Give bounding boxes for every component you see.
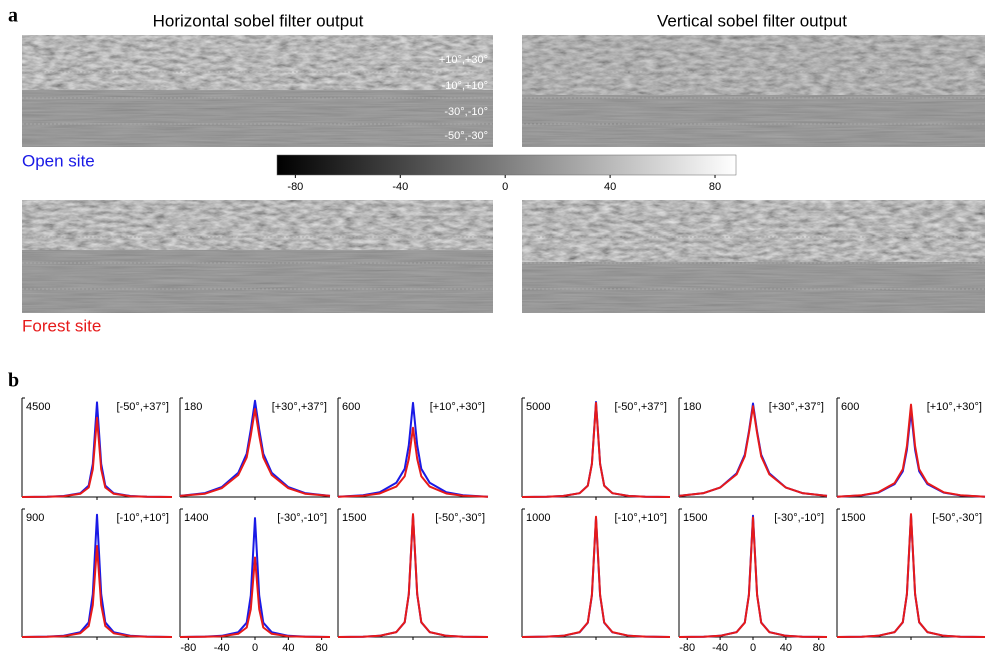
chart-title: [-50°,+37°] xyxy=(614,401,667,413)
colorbar-tick-label: 80 xyxy=(709,181,721,193)
x-tick-label: -40 xyxy=(214,642,230,654)
chart-title: [+30°,+37°] xyxy=(272,401,327,413)
histogram-line xyxy=(179,408,331,497)
image-bottom-right xyxy=(522,200,985,313)
histogram-line xyxy=(678,405,828,497)
x-tick-label: 0 xyxy=(252,642,258,654)
y-tick-label: 1500 xyxy=(342,512,366,524)
image-bottom-left xyxy=(22,200,493,313)
histogram-line xyxy=(521,401,671,498)
image-title: Vertical sobel filter output xyxy=(657,11,847,30)
histogram-line xyxy=(337,513,489,638)
histogram-line xyxy=(21,545,173,638)
y-tick-label: 1400 xyxy=(184,512,208,524)
x-tick-label: 80 xyxy=(316,642,328,654)
y-tick-label: 1500 xyxy=(683,512,707,524)
chart-title: [-30°,-10°] xyxy=(774,512,824,524)
y-tick-label: 180 xyxy=(683,401,701,413)
image-top-right xyxy=(522,35,985,147)
band-label: -30°,-10° xyxy=(444,106,488,118)
site-label: Open site xyxy=(22,151,95,170)
histogram-line xyxy=(678,402,828,497)
chart-title: [-10°,+10°] xyxy=(614,512,667,524)
histogram-line xyxy=(836,410,986,498)
chart-title: [+10°,+30°] xyxy=(430,401,485,413)
colorbar-tick-label: -40 xyxy=(392,181,408,193)
band-label: +10°,+30° xyxy=(439,54,488,66)
histogram-line xyxy=(836,513,986,638)
y-tick-label: 5000 xyxy=(526,401,550,413)
x-tick-label: 40 xyxy=(780,642,792,654)
image-title: Horizontal sobel filter output xyxy=(153,11,364,30)
y-tick-label: 900 xyxy=(26,512,44,524)
colorbar-tick-label: 40 xyxy=(604,181,616,193)
chart-title: [+10°,+30°] xyxy=(927,401,982,413)
chart-title: [-30°,-10°] xyxy=(277,512,327,524)
band-label: -10°,+10° xyxy=(442,80,488,92)
histogram-line xyxy=(337,514,489,638)
site-label: Forest site xyxy=(22,316,101,335)
chart-title: [-50°,-30°] xyxy=(435,512,485,524)
chart-title: [-10°,+10°] xyxy=(116,512,169,524)
histogram-line xyxy=(337,401,489,498)
panel-label: b xyxy=(8,370,19,392)
x-tick-label: 0 xyxy=(750,642,756,654)
x-tick-label: 80 xyxy=(813,642,825,654)
histogram-line xyxy=(179,517,331,638)
colorbar xyxy=(276,154,737,176)
panel-a-images xyxy=(22,35,985,313)
x-tick-label: -40 xyxy=(712,642,728,654)
chart-title: [+30°,+37°] xyxy=(769,401,824,413)
histogram-line xyxy=(21,416,173,498)
colorbar-tick-label: -80 xyxy=(287,181,303,193)
y-tick-label: 600 xyxy=(841,401,859,413)
panel-label: a xyxy=(8,5,18,27)
chart-title: [-50°,+37°] xyxy=(116,401,169,413)
x-tick-label: 40 xyxy=(282,642,294,654)
histogram-line xyxy=(836,403,986,498)
y-tick-label: 1000 xyxy=(526,512,550,524)
image-top-left xyxy=(22,35,493,147)
histogram-line xyxy=(337,426,489,498)
y-tick-label: 1500 xyxy=(841,512,865,524)
histogram-line xyxy=(21,513,173,638)
histogram-line xyxy=(21,401,173,498)
y-tick-label: 180 xyxy=(184,401,202,413)
colorbar-tick-label: 0 xyxy=(502,181,508,193)
x-tick-label: -80 xyxy=(679,642,695,654)
band-lines xyxy=(22,71,985,290)
histogram-line xyxy=(678,516,828,638)
x-tick-label: -80 xyxy=(180,642,196,654)
histogram-line xyxy=(521,517,671,638)
histogram-line xyxy=(521,515,671,638)
band-label: -50°,-30° xyxy=(444,130,488,142)
histogram-line xyxy=(179,556,331,638)
y-tick-label: 600 xyxy=(342,401,360,413)
chart-title: [-50°,-30°] xyxy=(932,512,982,524)
y-tick-label: 4500 xyxy=(26,401,50,413)
